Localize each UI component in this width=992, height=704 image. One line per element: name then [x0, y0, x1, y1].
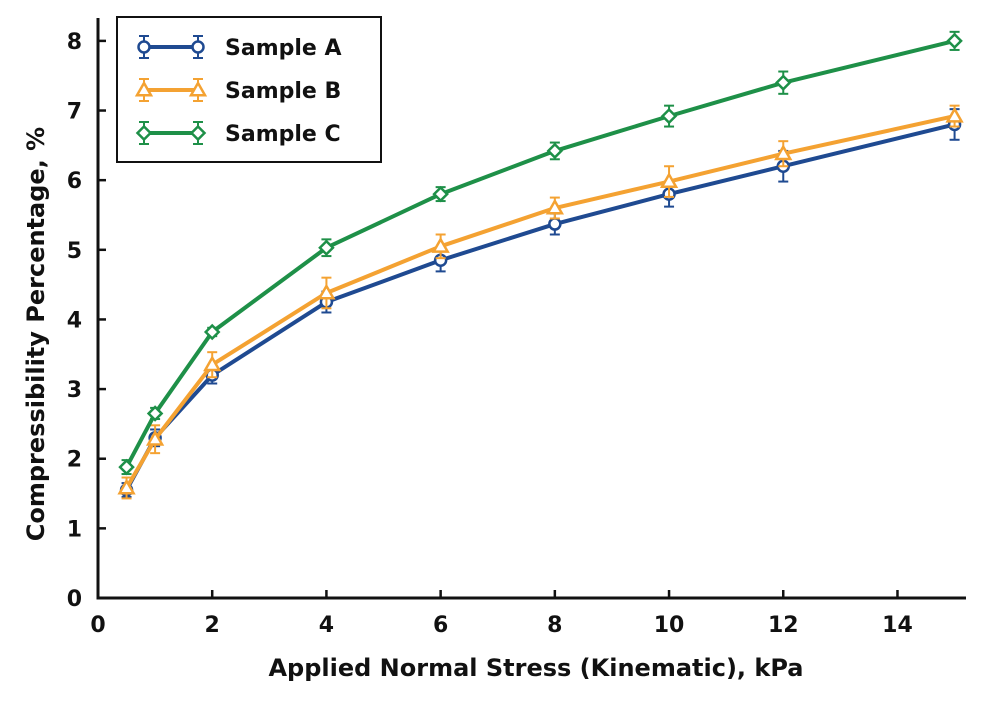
data-point — [203, 355, 222, 372]
x-tick-label: 12 — [768, 613, 799, 638]
data-point — [660, 107, 678, 125]
x-tick-label: 2 — [205, 613, 220, 638]
x-tick-label: 14 — [882, 613, 913, 638]
data-point — [546, 142, 564, 160]
x-tick-label: 8 — [547, 613, 562, 638]
data-point — [318, 239, 335, 256]
series-sample-b — [117, 104, 964, 500]
data-point — [118, 458, 135, 476]
y-tick-label: 3 — [67, 378, 82, 403]
data-point — [946, 32, 963, 50]
y-tick-label: 4 — [67, 308, 82, 333]
x-tick-label: 10 — [654, 613, 685, 638]
data-point — [203, 323, 221, 341]
data-point — [548, 217, 562, 231]
x-axis-title: Applied Normal Stress (Kinematic), kPa — [268, 654, 803, 682]
legend-label: Sample A — [225, 36, 342, 61]
legend-marker — [188, 80, 208, 97]
series-group — [117, 30, 964, 500]
data-point — [774, 144, 793, 161]
series-sample-a — [119, 108, 962, 499]
y-axis-title: Compressibility Percentage, % — [22, 127, 50, 541]
data-point — [945, 106, 964, 123]
data-point — [146, 405, 164, 422]
y-tick-label: 0 — [67, 587, 82, 612]
y-tick-label: 1 — [67, 517, 82, 542]
legend-marker — [137, 40, 151, 54]
y-tick-label: 8 — [67, 30, 82, 55]
data-point — [117, 478, 136, 495]
series-sample-c — [118, 30, 963, 476]
legend-entry: Sample C — [135, 121, 341, 147]
data-point — [774, 74, 792, 91]
y-tick-label: 5 — [67, 239, 82, 264]
y-tick-label: 7 — [67, 100, 82, 125]
data-point — [145, 429, 165, 446]
legend: Sample A Sample B Sample C — [116, 16, 382, 163]
series-line — [124, 122, 956, 492]
y-tick-label: 6 — [67, 169, 82, 194]
legend-marker — [135, 124, 153, 142]
y-tick-label: 2 — [67, 448, 82, 473]
data-point — [431, 236, 450, 253]
legend-marker — [134, 80, 154, 97]
x-tick-label: 4 — [319, 613, 334, 638]
legend-marker — [191, 40, 205, 54]
x-tick-label: 0 — [90, 613, 105, 638]
data-point — [317, 283, 336, 300]
legend-marker — [189, 124, 207, 142]
data-point — [659, 172, 679, 189]
legend-entry: Sample B — [134, 78, 341, 104]
data-point — [545, 198, 564, 215]
x-tick-label: 6 — [433, 613, 448, 638]
legend-label: Sample B — [225, 79, 341, 104]
legend-entry: Sample A — [137, 35, 342, 61]
legend-label: Sample C — [225, 122, 341, 147]
data-point — [432, 185, 449, 203]
